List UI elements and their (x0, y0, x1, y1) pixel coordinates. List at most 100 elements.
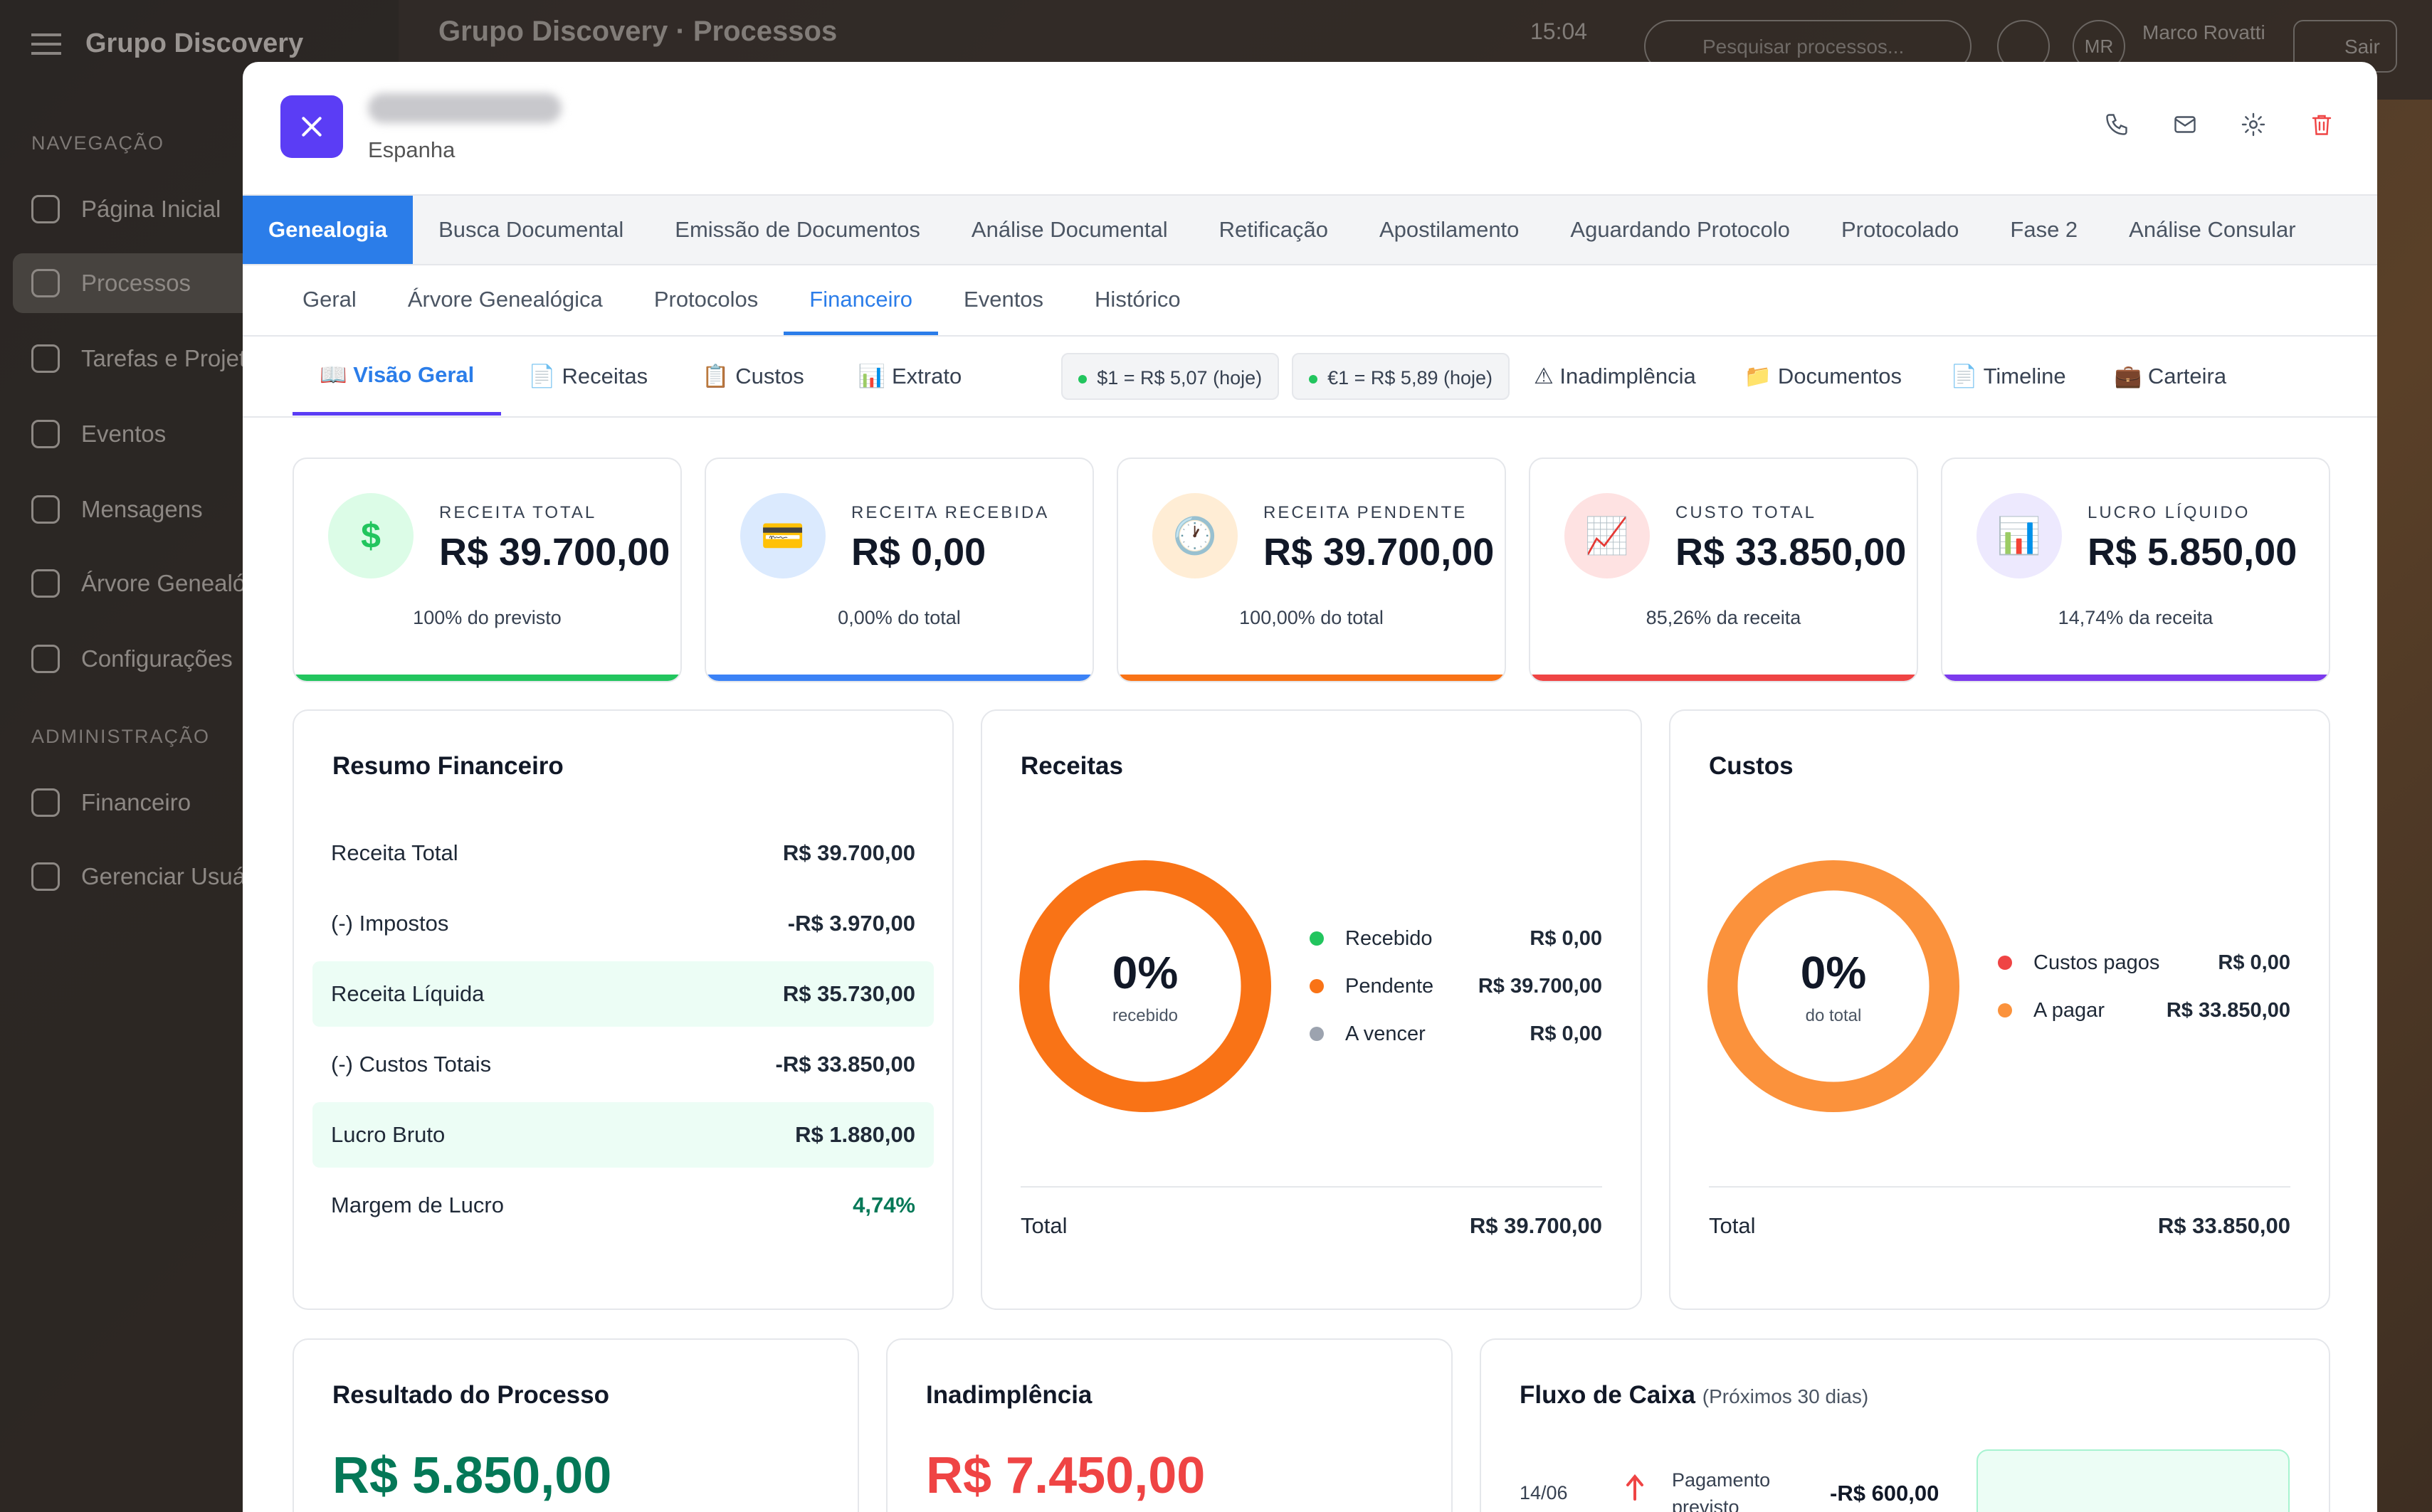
receitas-ring (1019, 860, 1271, 1112)
fin-tab-carteira[interactable]: 💼 Carteira (2114, 364, 2227, 388)
gear-icon (2241, 112, 2265, 137)
custos-panel: Custos 0% do total Custos pagos R$ 0,00 A… (1669, 709, 2330, 1310)
tab-arvore-genealogica[interactable]: Árvore Genealógica (407, 287, 603, 312)
custos-donut-center: 0% do total (1707, 860, 1959, 1112)
legend-dot (1310, 979, 1324, 993)
bg-nav-label: Processos (81, 270, 191, 296)
kpi-sub: 85,26% da receita (1646, 607, 1801, 628)
panel-title: Receitas (1021, 752, 1123, 780)
total-value: R$ 33.850,00 (2157, 1213, 2290, 1238)
fin-tab-receitas[interactable]: 📄 Receitas (528, 364, 648, 388)
bg-nav-section: NAVEGAÇÃO (31, 132, 165, 154)
gear-icon (31, 645, 60, 673)
total-row: Total R$ 39.700,00 (1021, 1213, 1602, 1239)
fin-tab-visao-geral[interactable]: 📖 Visão Geral (293, 337, 502, 416)
panel-title: Fluxo de Caixa (Próximos 30 dias) (1520, 1381, 1868, 1410)
phase-tab-aguardando-protocolo[interactable]: Aguardando Protocolo (1570, 217, 1790, 242)
total-label: Total (1021, 1213, 1068, 1238)
phase-tab-genealogia[interactable]: Genealogia (243, 196, 414, 264)
summary-label: (-) Impostos (331, 911, 449, 936)
donut-caption: do total (1805, 1006, 1862, 1025)
summary-label: Receita Líquida (331, 981, 485, 1006)
bg-nav-tarefas: Tarefas e Projetos (31, 344, 270, 373)
bg-page-title: Grupo Discovery · Processos (438, 16, 838, 47)
summary-row: (-) Custos Totais -R$ 33.850,00 (312, 1032, 934, 1097)
delete-button[interactable] (2309, 112, 2334, 137)
kpi-accent-bar (294, 675, 680, 681)
fluxo-subtitle: (Próximos 30 dias) (1702, 1385, 1869, 1407)
kpi-sub: 100% do previsto (413, 607, 562, 628)
kpi-label: RECEITA PENDENTE (1263, 503, 1468, 522)
legend-item: Pendente R$ 39.700,00 (1310, 972, 1602, 1000)
process-modal: Espanha Genealogia Busca Documental Emis… (243, 62, 2377, 1512)
fluxo-value: -R$ 600,00 (1830, 1481, 1939, 1506)
fin-tab-timeline[interactable]: 📄 Timeline (1949, 364, 2066, 388)
phase-tab-fase-2[interactable]: Fase 2 (2010, 217, 2078, 242)
legend-dot (1310, 1027, 1324, 1041)
inadimplencia-panel: Inadimplência R$ 7.450,00 (886, 1338, 1453, 1512)
section-tabs: Geral Árvore Genealógica Protocolos Fina… (243, 265, 2377, 337)
kpi-icon-glyph: 💳 (760, 515, 806, 556)
phase-tab-emissao[interactable]: Emissão de Documentos (675, 217, 920, 242)
eur-rate-badge: €1 = R$ 5,89 (hoje) (1292, 353, 1510, 400)
chat-icon (31, 495, 60, 524)
dollar-icon (31, 788, 60, 817)
phone-button[interactable] (2104, 112, 2130, 137)
list-icon (31, 269, 60, 297)
kpi-receita-recebida: 💳 RECEITA RECEBIDA R$ 0,00 0,00% do tota… (705, 458, 1094, 682)
tab-financeiro[interactable]: Financeiro (784, 265, 939, 335)
legend-value: R$ 0,00 (1530, 1022, 1602, 1045)
legend-dot (1998, 956, 2012, 970)
summary-label: Lucro Bruto (331, 1122, 446, 1147)
legend-item: A vencer R$ 0,00 (1310, 1020, 1602, 1048)
fin-tab-documentos[interactable]: 📁 Documentos (1744, 364, 1902, 388)
tab-historico[interactable]: Histórico (1095, 287, 1181, 312)
tab-protocolos[interactable]: Protocolos (653, 287, 759, 312)
donut-percent: 0% (1112, 947, 1179, 998)
email-button[interactable] (2172, 112, 2198, 137)
receitas-donut-center: 0% recebido (1019, 860, 1271, 1112)
kpi-value: R$ 39.700,00 (1263, 531, 1495, 573)
bg-nav-eventos: Eventos (31, 420, 166, 448)
kpi-icon-glyph: 📈 (1584, 515, 1630, 556)
kpi-accent-bar (1118, 675, 1505, 681)
clock-icon: 🕐 (1152, 493, 1238, 578)
kpi-icon-glyph: 🕐 (1172, 515, 1218, 556)
header-actions (2104, 112, 2334, 137)
phase-tab-retificacao[interactable]: Retificação (1218, 217, 1328, 242)
phase-tab-analise-consular[interactable]: Análise Consular (2129, 217, 2296, 242)
kpi-sub: 100,00% do total (1239, 607, 1384, 628)
bg-nav-label: Eventos (81, 421, 167, 447)
settings-button[interactable] (2241, 112, 2266, 137)
bell-icon (31, 569, 60, 598)
close-button[interactable] (280, 95, 343, 158)
legend-label: Custos pagos (2033, 951, 2160, 974)
bg-user-name: Marco Rovatti (2142, 21, 2265, 43)
tab-geral[interactable]: Geral (302, 287, 357, 312)
bg-brand: Grupo Discovery (31, 28, 303, 59)
kpi-lucro-liquido: 📊 LUCRO LÍQUIDO R$ 5.850,00 14,74% da re… (1941, 458, 2330, 682)
bg-time: 15:04 (1530, 18, 1588, 44)
tab-eventos[interactable]: Eventos (964, 287, 1044, 312)
bg-nav-financeiro: Financeiro (31, 788, 191, 817)
legend-label: A vencer (1345, 1022, 1426, 1045)
kpi-receita-pendente: 🕐 RECEITA PENDENTE R$ 39.700,00 100,00% … (1117, 458, 1506, 682)
financial-tabs: 📖 Visão Geral 📄 Receitas 📋 Custos 📊 Extr… (243, 337, 2377, 418)
total-value: R$ 39.700,00 (1469, 1213, 1602, 1238)
phase-tab-analise-documental[interactable]: Análise Documental (971, 217, 1168, 242)
fin-tab-custos[interactable]: 📋 Custos (702, 364, 804, 388)
shield-icon (31, 862, 60, 891)
fin-tab-extrato[interactable]: 📊 Extrato (858, 364, 962, 388)
fin-tab-inadimplencia[interactable]: ⚠ Inadimplência (1534, 364, 1696, 388)
kpi-value: R$ 33.850,00 (1675, 531, 1907, 573)
resultado-value: R$ 5.850,00 (332, 1447, 612, 1504)
kpi-accent-bar (706, 675, 1093, 681)
legend-dot (1998, 1003, 2012, 1017)
eur-rate-text: €1 = R$ 5,89 (hoje) (1327, 367, 1493, 388)
legend-dot (1310, 931, 1324, 946)
phase-tab-busca-documental[interactable]: Busca Documental (438, 217, 624, 242)
phase-tab-apostilamento[interactable]: Apostilamento (1379, 217, 1520, 242)
bar-chart-icon: 📊 (1976, 493, 2062, 578)
phase-tab-protocolado[interactable]: Protocolado (1841, 217, 1959, 242)
kpi-label: LUCRO LÍQUIDO (2088, 503, 2251, 522)
